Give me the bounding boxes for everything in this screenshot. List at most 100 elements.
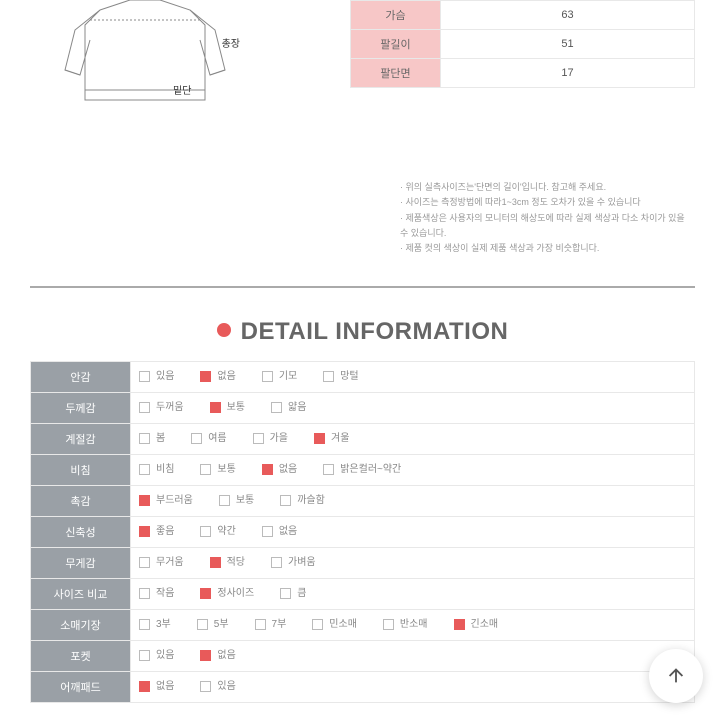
detail-option: 보통 xyxy=(219,494,254,507)
detail-row-header: 신축성 xyxy=(31,517,131,548)
arrow-up-icon xyxy=(665,665,687,687)
size-table: 가슴63팔길이51팔단면17 xyxy=(350,0,695,130)
detail-option: 밝은컬러~약간 xyxy=(323,463,401,476)
option-label: 큼 xyxy=(297,587,306,600)
size-value: 63 xyxy=(441,1,695,30)
checkbox-icon xyxy=(262,464,273,475)
detail-row-options: 부드러움보통까슬함 xyxy=(131,486,695,517)
detail-option: 5부 xyxy=(197,618,229,631)
detail-option: 있음 xyxy=(139,649,174,662)
size-label: 팔길이 xyxy=(351,30,441,59)
detail-option: 없음 xyxy=(200,370,235,383)
checkbox-icon xyxy=(253,433,264,444)
checkbox-icon xyxy=(454,619,465,630)
option-label: 약간 xyxy=(217,525,235,538)
option-label: 보통 xyxy=(227,401,245,414)
detail-row-header: 비침 xyxy=(31,455,131,486)
checkbox-icon xyxy=(200,588,211,599)
option-label: 7부 xyxy=(272,618,287,631)
detail-option: 가을 xyxy=(253,432,288,445)
checkbox-icon xyxy=(262,526,273,537)
detail-option: 없음 xyxy=(200,649,235,662)
detail-option: 봄 xyxy=(139,432,165,445)
title-dot-icon xyxy=(217,323,231,337)
checkbox-icon xyxy=(271,557,282,568)
detail-option: 정사이즈 xyxy=(200,587,254,600)
size-value: 51 xyxy=(441,30,695,59)
detail-option: 3부 xyxy=(139,618,171,631)
checkbox-icon xyxy=(200,526,211,537)
detail-option: 긴소매 xyxy=(454,618,499,631)
detail-row-options: 무거움 적당 가벼움 xyxy=(131,548,695,579)
detail-option: 있음 xyxy=(139,370,174,383)
option-label: 밝은컬러~약간 xyxy=(340,463,401,476)
checkbox-icon xyxy=(383,619,394,630)
detail-option: 보통 xyxy=(210,401,245,414)
sketch-label-hem: 밑단 xyxy=(173,82,191,97)
scroll-top-button[interactable] xyxy=(649,649,703,703)
detail-option: 약간 xyxy=(200,525,235,538)
option-label: 3부 xyxy=(156,618,171,631)
detail-option: 없음 xyxy=(262,463,297,476)
detail-option: 겨울 xyxy=(314,432,349,445)
option-label: 긴소매 xyxy=(471,618,499,631)
detail-option: 좋음 xyxy=(139,525,174,538)
checkbox-icon xyxy=(200,371,211,382)
detail-row-header: 무게감 xyxy=(31,548,131,579)
checkbox-icon xyxy=(312,619,323,630)
checkbox-icon xyxy=(139,650,150,661)
detail-option: 여름 xyxy=(191,432,226,445)
checkbox-icon xyxy=(200,650,211,661)
detail-option: 가벼움 xyxy=(271,556,316,569)
detail-option: 7부 xyxy=(255,618,287,631)
checkbox-icon xyxy=(139,526,150,537)
option-label: 민소매 xyxy=(329,618,357,631)
checkbox-icon xyxy=(139,557,150,568)
detail-information-table: 안감있음없음기모망털두께감두꺼움보통얇음계절감봄여름가을겨울비침비침보통없음밝은… xyxy=(30,361,695,703)
detail-row-options: 봄 여름 가을 겨울 xyxy=(131,424,695,455)
option-label: 두꺼움 xyxy=(156,401,184,414)
detail-option: 적당 xyxy=(210,556,245,569)
detail-row-options: 비침보통없음밝은컬러~약간 xyxy=(131,455,695,486)
checkbox-icon xyxy=(139,588,150,599)
detail-row-options: 좋음약간없음 xyxy=(131,517,695,548)
detail-option: 기모 xyxy=(262,370,297,383)
garment-sketch: 총장 밑단 xyxy=(30,0,310,130)
detail-row-options: 작음 정사이즈 큼 xyxy=(131,579,695,610)
detail-option: 까슬함 xyxy=(280,494,325,507)
option-label: 없음 xyxy=(156,680,174,693)
detail-row-header: 촉감 xyxy=(31,486,131,517)
section-divider xyxy=(30,286,695,288)
detail-option: 무거움 xyxy=(139,556,184,569)
detail-row-options: 두꺼움 보통 얇음 xyxy=(131,393,695,424)
sketch-label-total-length: 총장 xyxy=(222,35,240,50)
option-label: 적당 xyxy=(227,556,245,569)
option-label: 얇음 xyxy=(288,401,306,414)
detail-row-header: 어깨패드 xyxy=(31,672,131,703)
checkbox-icon xyxy=(139,402,150,413)
detail-option: 반소매 xyxy=(383,618,428,631)
detail-row-header: 소매기장 xyxy=(31,610,131,641)
option-label: 없음 xyxy=(279,463,297,476)
note-line: · 제품색상은 사용자의 모니터의 해상도에 따라 실제 색상과 다소 차이가 … xyxy=(400,211,695,242)
option-label: 가을 xyxy=(270,432,288,445)
detail-row-header: 안감 xyxy=(31,362,131,393)
option-label: 정사이즈 xyxy=(217,587,254,600)
size-notes: · 위의 실측사이즈는'단면의 길이'입니다. 참고해 주세요.· 사이즈는 측… xyxy=(0,180,725,256)
detail-option: 민소매 xyxy=(312,618,357,631)
checkbox-icon xyxy=(139,371,150,382)
option-label: 봄 xyxy=(156,432,165,445)
option-label: 보통 xyxy=(217,463,235,476)
option-label: 기모 xyxy=(279,370,297,383)
option-label: 없음 xyxy=(217,649,235,662)
size-label: 가슴 xyxy=(351,1,441,30)
checkbox-icon xyxy=(191,433,202,444)
detail-row-header: 계절감 xyxy=(31,424,131,455)
note-line: · 제품 컷의 색상이 실제 제품 색상과 가장 비슷합니다. xyxy=(400,241,695,256)
detail-option: 있음 xyxy=(200,680,235,693)
option-label: 작음 xyxy=(156,587,174,600)
option-label: 무거움 xyxy=(156,556,184,569)
checkbox-icon xyxy=(262,371,273,382)
option-label: 까슬함 xyxy=(297,494,325,507)
checkbox-icon xyxy=(280,495,291,506)
